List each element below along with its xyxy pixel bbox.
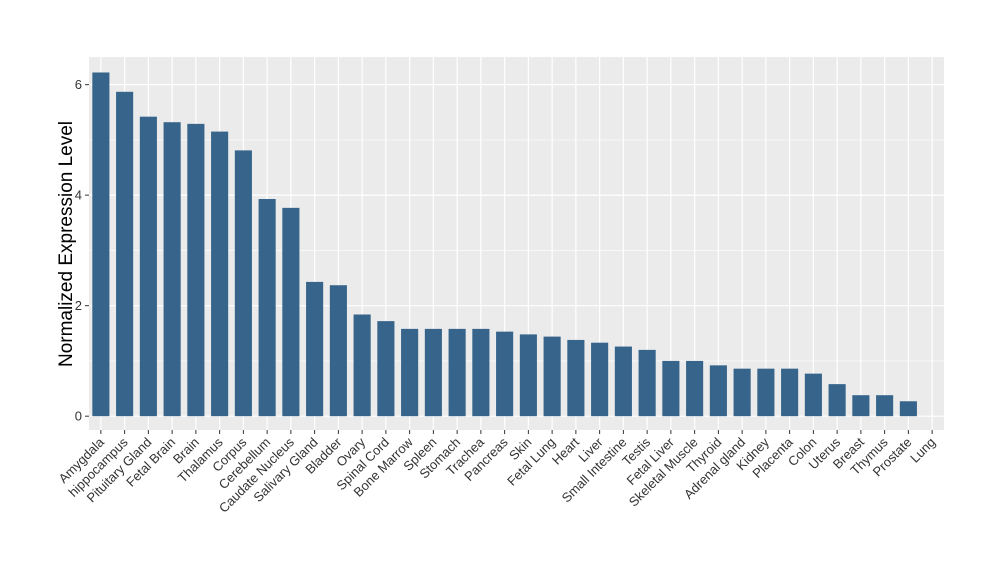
bar-skeletal-muscle — [686, 360, 704, 417]
bar-caudate-nucleus — [282, 207, 300, 417]
bar-stomach — [448, 328, 466, 417]
bar-prostate — [899, 401, 917, 417]
bar-bladder — [329, 285, 347, 417]
bar-trachea — [472, 328, 490, 417]
bar-fetal-liver — [662, 360, 680, 417]
bar-thymus — [876, 395, 894, 417]
bar-salivary-gland — [306, 281, 324, 417]
x-tick-label: Lung — [907, 435, 938, 466]
bar-testis — [638, 349, 656, 417]
y-tick-label: 0 — [75, 409, 82, 424]
bar-hippocampus — [116, 91, 134, 417]
bar-pituitary-gland — [139, 116, 157, 417]
bar-breast — [852, 395, 870, 417]
bar-corpus — [234, 150, 252, 417]
bars — [92, 72, 917, 417]
y-axis-ticks: 0 2 4 6 — [75, 77, 89, 424]
bar-fetal-brain — [163, 122, 181, 417]
plot-panel — [89, 57, 944, 430]
bar-thyroid — [709, 365, 727, 417]
bar-amygdala — [92, 72, 110, 417]
bar-kidney — [757, 368, 775, 417]
bar-liver — [591, 342, 609, 417]
bar-brain — [187, 123, 205, 417]
bar-skin — [519, 334, 537, 417]
bar-uterus — [828, 384, 846, 417]
bar-thalamus — [211, 131, 229, 417]
y-axis-title: Normalized Expression Level — [56, 121, 77, 367]
bar-spleen — [424, 328, 442, 417]
bar-cerebellum — [258, 199, 276, 417]
y-tick-label: 4 — [75, 188, 82, 203]
bar-placenta — [781, 368, 799, 417]
y-tick-label: 6 — [75, 77, 82, 92]
bar-fetal-lung — [543, 336, 561, 417]
bar-bone-marrow — [401, 328, 419, 417]
bar-spinal-cord — [377, 321, 395, 417]
bar-ovary — [353, 314, 371, 417]
bar-heart — [567, 339, 585, 417]
y-tick-label: 2 — [75, 298, 82, 313]
bar-colon — [804, 373, 822, 417]
x-tick-label: Heart — [549, 434, 582, 467]
bar-small-intestine — [614, 346, 632, 417]
bar-adrenal-gland — [733, 368, 751, 417]
bar-pancreas — [496, 331, 514, 417]
